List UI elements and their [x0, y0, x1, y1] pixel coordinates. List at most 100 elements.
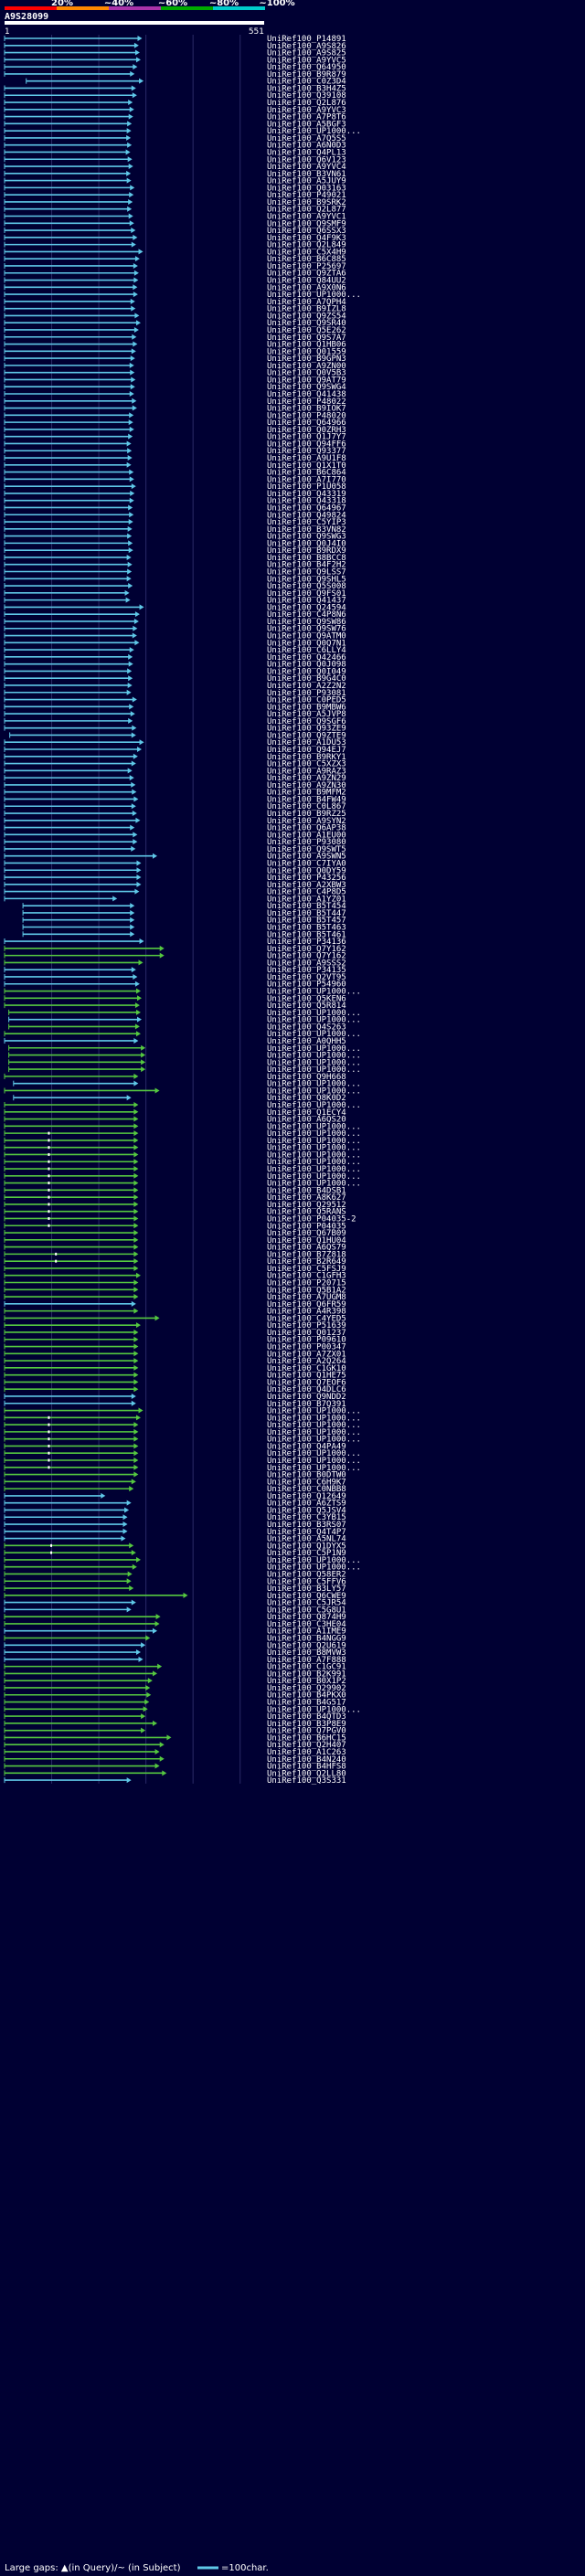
- hit-row[interactable]: UniRef100_P09610: [4, 1336, 346, 1345]
- hit-row[interactable]: UniRef100_Q3S331: [4, 1776, 346, 1786]
- hit-label[interactable]: UniRef100_UP1000...: [267, 1464, 361, 1473]
- hit-label[interactable]: UniRef100_Q4PA49: [267, 1442, 346, 1451]
- hit-label[interactable]: UniRef100_UP1000...: [267, 1407, 361, 1416]
- hit-label[interactable]: UniRef100_UP1000...: [267, 1101, 361, 1110]
- hit-label[interactable]: UniRef100_Q1J7Y7: [267, 433, 346, 442]
- hit-label[interactable]: UniRef100_Q9SW86: [267, 618, 346, 627]
- hit-row[interactable]: UniRef100_Q6V123: [4, 155, 346, 164]
- hit-label[interactable]: UniRef100_Q9SMF9: [267, 219, 346, 228]
- hit-row[interactable]: UniRef100_P43256: [4, 874, 346, 883]
- hit-label[interactable]: UniRef100_Q64950: [267, 63, 346, 72]
- hit-label[interactable]: UniRef100_Q9SWG4: [267, 383, 346, 392]
- hit-label[interactable]: UniRef100_C5JR54: [267, 1599, 346, 1608]
- hit-row[interactable]: UniRef100_C5JR54: [4, 1599, 346, 1608]
- hit-label[interactable]: UniRef100_P54960: [267, 981, 346, 990]
- hit-label[interactable]: UniRef100_Q9AT79: [267, 376, 346, 385]
- hit-row[interactable]: UniRef100_A9YVC1: [4, 213, 346, 222]
- hit-label[interactable]: UniRef100_C5FSJ9: [267, 1265, 346, 1274]
- hit-row[interactable]: UniRef100_Q94EJ7: [4, 746, 346, 755]
- hit-label[interactable]: UniRef100_B4F2H2: [267, 561, 346, 570]
- hit-label[interactable]: UniRef100_C0Z3D4: [267, 78, 346, 87]
- hit-row[interactable]: UniRef100_C3YB15: [4, 1513, 346, 1522]
- hit-label[interactable]: UniRef100_Q9ATM0: [267, 632, 346, 641]
- hit-row[interactable]: UniRef100_UP1000...: [8, 1016, 361, 1025]
- hit-row[interactable]: UniRef100_B4F2H2: [4, 561, 346, 570]
- hit-row[interactable]: UniRef100_A2Q264: [4, 1357, 346, 1366]
- hit-label[interactable]: UniRef100_Q7Y162: [267, 952, 346, 961]
- hit-row[interactable]: UniRef100_B4NGG9: [4, 1635, 346, 1644]
- hit-label[interactable]: UniRef100_Q24594: [267, 603, 346, 612]
- hit-row[interactable]: UniRef100_B9R879: [4, 70, 346, 80]
- hit-row[interactable]: UniRef100_Q0V5B3: [4, 369, 346, 378]
- hit-label[interactable]: UniRef100_C5P1N9: [267, 1549, 346, 1558]
- hit-label[interactable]: UniRef100_B6HC15: [267, 1733, 346, 1743]
- hit-label[interactable]: UniRef100_Q5E262: [267, 326, 346, 335]
- hit-row[interactable]: UniRef100_UP1000...: [8, 1058, 361, 1067]
- hit-row[interactable]: UniRef100_B4FW49: [4, 795, 346, 804]
- hit-label[interactable]: UniRef100_A4R398: [267, 1308, 346, 1317]
- hit-label[interactable]: UniRef100_P00347: [267, 1343, 346, 1352]
- hit-label[interactable]: UniRef100_Q1DYX5: [267, 1542, 346, 1551]
- hit-label[interactable]: UniRef100_A9X0N6: [267, 283, 346, 292]
- hit-row[interactable]: UniRef100_Q9S7A7: [4, 334, 346, 343]
- hit-label[interactable]: UniRef100_UP1000...: [267, 1421, 361, 1430]
- hit-row[interactable]: UniRef100_A2XBW3: [4, 881, 346, 890]
- hit-label[interactable]: UniRef100_P04035-2: [267, 1214, 356, 1224]
- hit-row[interactable]: UniRef100_C4P8D5: [4, 888, 346, 897]
- hit-row[interactable]: UniRef100_Q4F9K3: [4, 234, 346, 243]
- hit-row[interactable]: UniRef100_Q0Q7N1: [4, 639, 346, 648]
- hit-row[interactable]: UniRef100_A7UGM8: [4, 1293, 346, 1302]
- hit-label[interactable]: UniRef100_B9GPN3: [267, 355, 346, 364]
- hit-label[interactable]: UniRef100_A7ZX01: [267, 1350, 346, 1359]
- hit-label[interactable]: UniRef100_B7Z818: [267, 1250, 346, 1259]
- hit-label[interactable]: UniRef100_A9YVC1: [267, 213, 346, 222]
- hit-label[interactable]: UniRef100_Q5R814: [267, 1002, 346, 1011]
- hit-label[interactable]: UniRef100_UP1000...: [267, 1172, 361, 1182]
- hit-row[interactable]: UniRef100_A7Q5S5: [4, 134, 346, 143]
- hit-label[interactable]: UniRef100_B9G4C0: [267, 674, 346, 684]
- hit-label[interactable]: UniRef100_P14891: [267, 35, 346, 44]
- hit-row[interactable]: UniRef100_Q9SMF9: [4, 219, 346, 228]
- hit-label[interactable]: UniRef100_UP1000...: [267, 1030, 361, 1039]
- hit-label[interactable]: UniRef100_Q0J098: [267, 661, 346, 670]
- hit-label[interactable]: UniRef100_A9YVC5: [267, 56, 346, 65]
- hit-row[interactable]: UniRef100_Q03163: [4, 184, 346, 193]
- hit-label[interactable]: UniRef100_Q64966: [267, 419, 346, 428]
- hit-row[interactable]: UniRef100_Q1HB06: [4, 341, 346, 350]
- hit-row[interactable]: UniRef100_Q43319: [4, 490, 346, 499]
- hit-row[interactable]: UniRef100_A5BGF3: [4, 120, 346, 129]
- hit-row[interactable]: UniRef100_UP1000...: [4, 1150, 361, 1160]
- hit-label[interactable]: UniRef100_A9ZN00: [267, 362, 346, 371]
- hit-label[interactable]: UniRef100_UP1000...: [267, 1016, 361, 1025]
- hit-row[interactable]: UniRef100_Q43318: [4, 497, 346, 506]
- hit-label[interactable]: UniRef100_Q9ZTE9: [267, 731, 346, 740]
- hit-row[interactable]: UniRef100_Q9ZTA6: [4, 270, 346, 279]
- hit-row[interactable]: UniRef100_B2R649: [4, 1257, 346, 1267]
- hit-label[interactable]: UniRef100_A6QS20: [267, 1116, 346, 1125]
- hit-label[interactable]: UniRef100_P48020: [267, 411, 346, 420]
- hit-label[interactable]: UniRef100_Q9SWG3: [267, 533, 346, 542]
- hit-row[interactable]: UniRef100_B6C885: [4, 255, 346, 264]
- hit-label[interactable]: UniRef100_B3H4Z5: [267, 84, 346, 93]
- hit-label[interactable]: UniRef100_B9RZ25: [267, 810, 346, 819]
- hit-row[interactable]: UniRef100_A9YVC4: [4, 163, 346, 172]
- hit-label[interactable]: UniRef100_P09610: [267, 1336, 346, 1345]
- hit-label[interactable]: UniRef100_C3HE04: [267, 1620, 346, 1629]
- hit-label[interactable]: UniRef100_Q9H668: [267, 1073, 346, 1082]
- hit-row[interactable]: UniRef100_Q2U619: [4, 1641, 346, 1650]
- hit-label[interactable]: UniRef100_UP1000...: [267, 1065, 361, 1075]
- hit-row[interactable]: UniRef100_Q4S263: [8, 1023, 346, 1032]
- hit-row[interactable]: UniRef100_A1IME9: [4, 1627, 346, 1637]
- hit-label[interactable]: UniRef100_A9SSS2: [267, 959, 346, 968]
- hit-label[interactable]: UniRef100_Q0Q7N1: [267, 639, 346, 648]
- hit-label[interactable]: UniRef100_A1C263: [267, 1748, 346, 1757]
- hit-label[interactable]: UniRef100_Q9ZS54: [267, 312, 346, 321]
- hit-label[interactable]: UniRef100_UP1000...: [267, 1556, 361, 1565]
- hit-row[interactable]: UniRef100_P93081: [4, 689, 346, 698]
- hit-label[interactable]: UniRef100_Q93ZE9: [267, 725, 346, 734]
- hit-label[interactable]: UniRef100_Q42466: [267, 653, 346, 663]
- hit-label[interactable]: UniRef100_Q5B1A2: [267, 1286, 346, 1295]
- hit-label[interactable]: UniRef100_Q03163: [267, 184, 346, 193]
- hit-label[interactable]: UniRef100_Q9NDD2: [267, 1393, 346, 1402]
- hit-label[interactable]: UniRef100_B9RKY1: [267, 753, 346, 762]
